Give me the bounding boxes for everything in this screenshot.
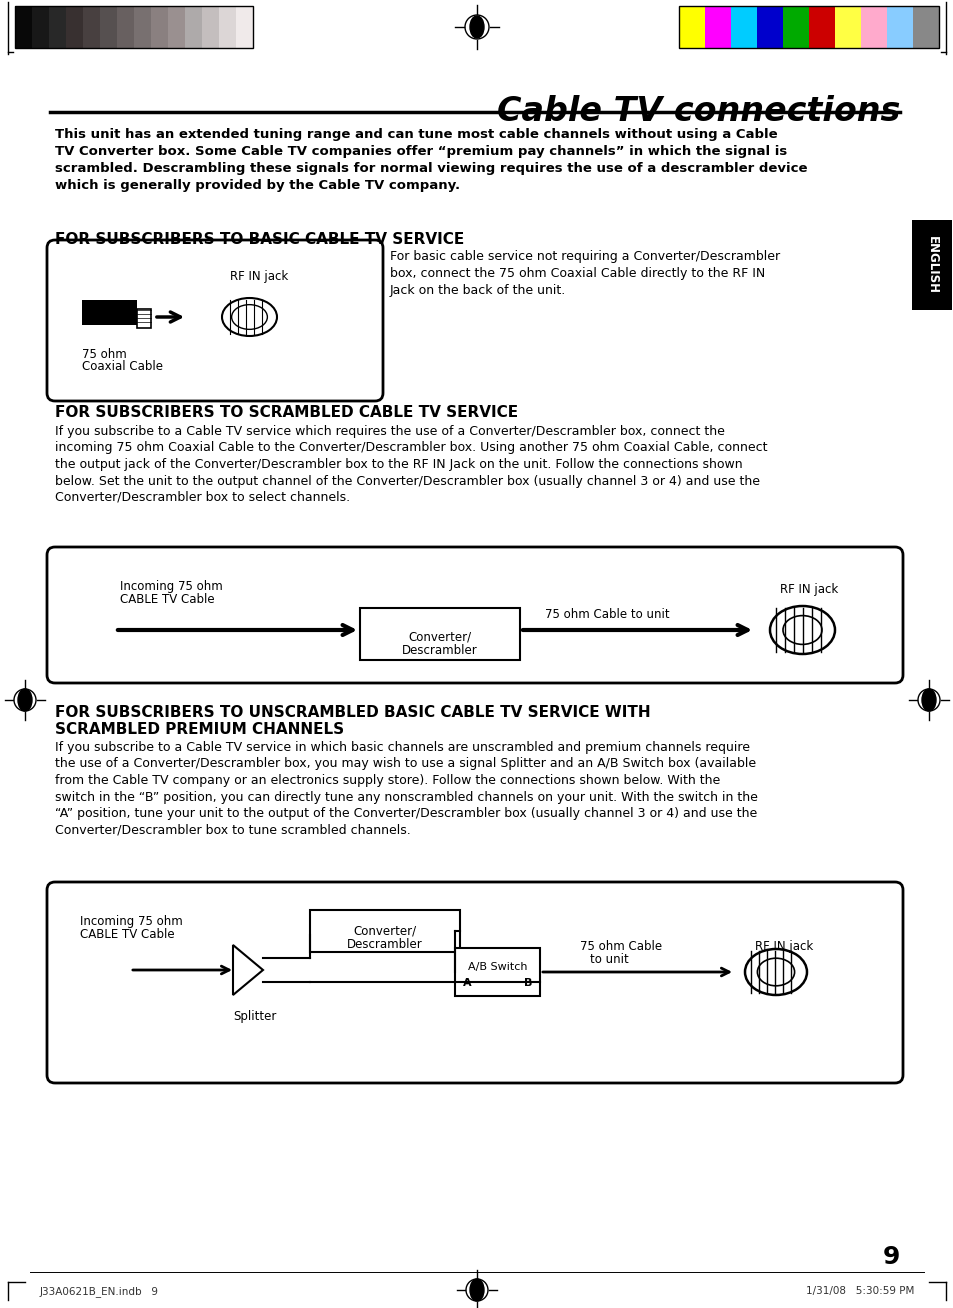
Text: RF IN jack: RF IN jack: [230, 269, 288, 283]
Bar: [359, 608, 519, 661]
FancyBboxPatch shape: [47, 239, 382, 402]
Text: A: A: [462, 978, 471, 988]
Bar: [219, 7, 235, 48]
Text: RF IN jack: RF IN jack: [754, 940, 812, 954]
Text: If you subscribe to a Cable TV service in which basic channels are unscrambled a: If you subscribe to a Cable TV service i…: [55, 742, 757, 837]
Text: 1/31/08   5:30:59 PM: 1/31/08 5:30:59 PM: [804, 1286, 913, 1296]
Bar: [912, 7, 938, 48]
Text: For basic cable service not requiring a Converter/Descrambler
box, connect the 7: For basic cable service not requiring a …: [390, 250, 780, 297]
Bar: [782, 7, 808, 48]
Text: Incoming 75 ohm: Incoming 75 ohm: [80, 916, 183, 927]
Text: Splitter: Splitter: [233, 1010, 276, 1023]
Bar: [137, 309, 151, 328]
Text: J33A0621B_EN.indb   9: J33A0621B_EN.indb 9: [40, 1286, 159, 1298]
Text: Cable TV connections: Cable TV connections: [497, 95, 899, 128]
Bar: [15, 7, 32, 48]
Text: This unit has an extended tuning range and can tune most cable channels without : This unit has an extended tuning range a…: [55, 128, 806, 192]
Ellipse shape: [470, 1279, 483, 1301]
Bar: [117, 7, 133, 48]
Ellipse shape: [18, 689, 32, 712]
Text: A/B Switch: A/B Switch: [467, 961, 527, 972]
Bar: [679, 7, 704, 48]
Text: Descrambler: Descrambler: [402, 644, 477, 657]
Bar: [202, 7, 219, 48]
Text: Converter/: Converter/: [353, 925, 416, 938]
Text: B: B: [523, 978, 532, 988]
Bar: [808, 7, 834, 48]
Text: RF IN jack: RF IN jack: [780, 583, 838, 596]
Polygon shape: [233, 944, 263, 995]
Bar: [49, 7, 66, 48]
Bar: [861, 7, 886, 48]
Bar: [886, 7, 912, 48]
Text: to unit: to unit: [589, 954, 628, 967]
FancyBboxPatch shape: [47, 882, 902, 1083]
Bar: [15, 7, 253, 48]
Text: 75 ohm: 75 ohm: [82, 348, 127, 361]
Text: FOR SUBSCRIBERS TO UNSCRAMBLED BASIC CABLE TV SERVICE WITH
SCRAMBLED PREMIUM CHA: FOR SUBSCRIBERS TO UNSCRAMBLED BASIC CAB…: [55, 705, 650, 738]
Bar: [235, 7, 253, 48]
Text: If you subscribe to a Cable TV service which requires the use of a Converter/Des: If you subscribe to a Cable TV service w…: [55, 425, 767, 504]
Bar: [911, 220, 951, 310]
Text: Converter/: Converter/: [408, 630, 471, 644]
Bar: [151, 7, 168, 48]
Text: FOR SUBSCRIBERS TO SCRAMBLED CABLE TV SERVICE: FOR SUBSCRIBERS TO SCRAMBLED CABLE TV SE…: [55, 405, 517, 420]
Bar: [185, 7, 202, 48]
Bar: [730, 7, 757, 48]
Text: 75 ohm Cable to unit: 75 ohm Cable to unit: [544, 608, 669, 621]
Bar: [83, 7, 100, 48]
Bar: [310, 910, 459, 952]
Bar: [66, 7, 83, 48]
Bar: [704, 7, 730, 48]
Bar: [679, 7, 938, 48]
Text: CABLE TV Cable: CABLE TV Cable: [80, 927, 174, 940]
Bar: [133, 7, 151, 48]
Bar: [32, 7, 49, 48]
Bar: [82, 300, 137, 324]
Text: FOR SUBSCRIBERS TO BASIC CABLE TV SERVICE: FOR SUBSCRIBERS TO BASIC CABLE TV SERVIC…: [55, 232, 464, 247]
Bar: [757, 7, 782, 48]
Bar: [100, 7, 117, 48]
Bar: [834, 7, 861, 48]
Ellipse shape: [921, 689, 935, 712]
Text: CABLE TV Cable: CABLE TV Cable: [120, 593, 214, 606]
Text: Incoming 75 ohm: Incoming 75 ohm: [120, 579, 222, 593]
Text: 75 ohm Cable: 75 ohm Cable: [579, 940, 661, 954]
Text: Coaxial Cable: Coaxial Cable: [82, 360, 163, 373]
Bar: [168, 7, 185, 48]
Text: Descrambler: Descrambler: [347, 938, 422, 951]
FancyBboxPatch shape: [47, 547, 902, 683]
Ellipse shape: [470, 16, 483, 38]
Text: 9: 9: [882, 1245, 899, 1269]
Bar: [455, 948, 539, 995]
Text: ENGLISH: ENGLISH: [924, 235, 938, 294]
